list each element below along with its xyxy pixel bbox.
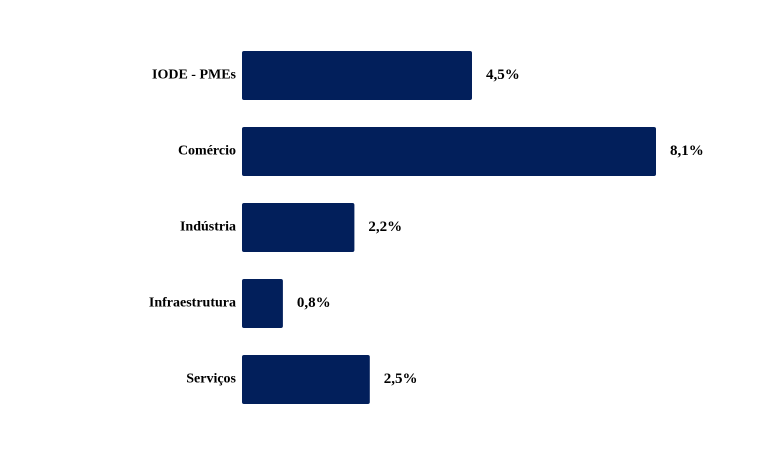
bars-layer [242, 51, 656, 404]
category-label: IODE - PMEs [152, 68, 237, 83]
value-label: 2,5% [384, 371, 418, 387]
category-labels: IODE - PMEs Comércio Indústria Infraestrutu… [149, 68, 237, 387]
value-label: 4,5% [486, 67, 520, 83]
bar-4 [242, 355, 370, 404]
bar-1 [242, 127, 656, 176]
category-label: Serviços [186, 372, 236, 387]
value-label: 8,1% [670, 143, 704, 159]
bar-3 [242, 279, 283, 328]
value-label: 0,8% [297, 295, 331, 311]
value-label: 2,2% [368, 219, 402, 235]
bar-2 [242, 203, 355, 252]
category-label: Comércio [178, 144, 236, 159]
value-labels: 4,5% 8,1% 2,2% 0,8% 2,5% [297, 67, 704, 387]
category-label: Infraestrutura [149, 296, 236, 311]
bar-0 [242, 51, 472, 100]
category-label: Indústria [180, 220, 236, 235]
